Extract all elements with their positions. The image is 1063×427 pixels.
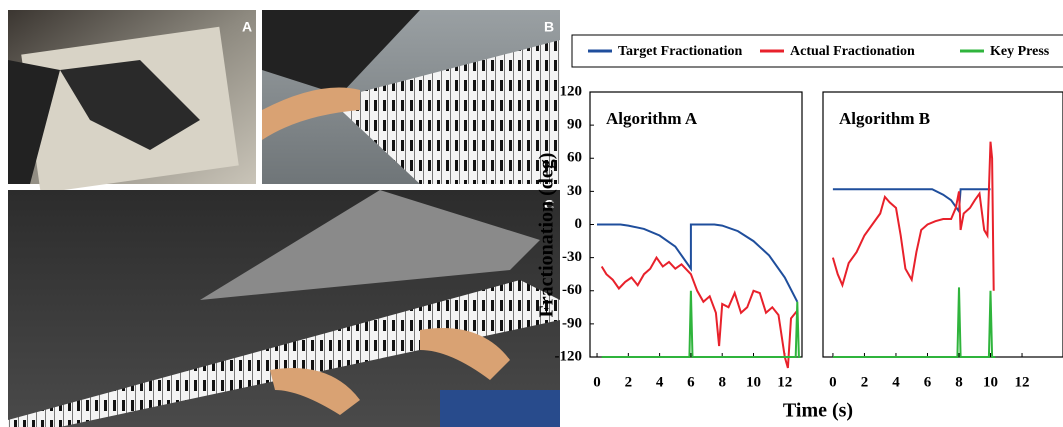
- legend-label: Actual Fractionation: [790, 44, 915, 59]
- panel-title: Algorithm B: [839, 109, 930, 128]
- data-line: [833, 189, 991, 211]
- x-tick-label: 12: [777, 374, 792, 390]
- y-tick-label: -30: [562, 249, 582, 265]
- x-tick-label: 0: [829, 374, 837, 390]
- panel-label: A: [242, 19, 252, 35]
- x-tick-label: 10: [983, 374, 998, 390]
- x-tick-label: 6: [924, 374, 932, 390]
- x-tick-label: 4: [892, 374, 900, 390]
- y-tick-label: 90: [567, 117, 582, 133]
- x-tick-label: 6: [687, 374, 695, 390]
- x-axis-label: Time (s): [783, 400, 853, 422]
- data-line: [602, 291, 801, 357]
- y-tick-label: -60: [562, 282, 582, 298]
- y-tick-label: 30: [567, 183, 582, 199]
- x-tick-label: 2: [625, 374, 633, 390]
- panel-label: B: [544, 19, 554, 35]
- panel-title: Algorithm A: [606, 109, 698, 128]
- legend-label: Key Press: [990, 44, 1050, 59]
- y-tick-label: -90: [562, 315, 582, 331]
- photo-a: A: [8, 10, 256, 193]
- x-tick-label: 8: [955, 374, 963, 390]
- figure: A B C Fractionation (deg) Time (s) Targe…: [0, 0, 1063, 427]
- x-tick-label: 4: [656, 374, 664, 390]
- y-axis-label: Fractionation (deg): [536, 153, 558, 318]
- data-line: [602, 258, 798, 368]
- x-tick-label: 8: [718, 374, 726, 390]
- data-line: [833, 142, 994, 291]
- plot-frame: [823, 92, 1063, 357]
- y-tick-label: 60: [567, 150, 582, 166]
- x-tick-label: 0: [593, 374, 601, 390]
- x-tick-label: 10: [746, 374, 761, 390]
- photo-b: B: [262, 10, 560, 184]
- y-tick-label: -120: [555, 348, 583, 364]
- legend-label: Target Fractionation: [618, 44, 743, 59]
- y-tick-label: 120: [560, 83, 583, 99]
- x-tick-label: 2: [861, 374, 869, 390]
- data-line: [833, 287, 995, 357]
- x-tick-label: 12: [1015, 374, 1030, 390]
- y-tick-label: 0: [575, 216, 583, 232]
- photo-c: C: [8, 190, 560, 427]
